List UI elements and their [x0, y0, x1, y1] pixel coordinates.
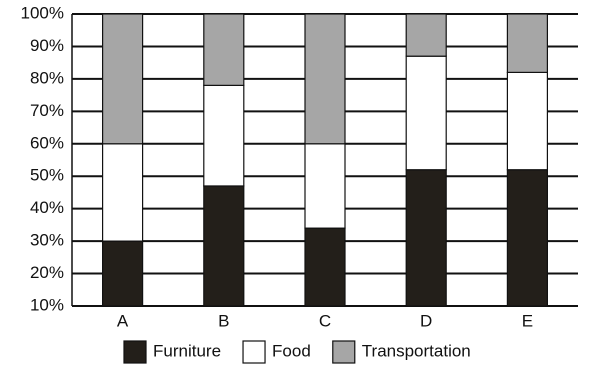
legend-swatch: [123, 340, 147, 364]
bar-segment: [304, 143, 346, 229]
y-tick-label: 100%: [21, 3, 64, 22]
bar-segment: [506, 169, 548, 307]
bar-segment: [101, 13, 144, 145]
legend-label: Transportation: [362, 341, 471, 360]
y-tick-label: 40%: [30, 198, 64, 217]
x-tick-label: B: [218, 311, 229, 330]
bar-segment: [203, 13, 245, 86]
x-tick-label: D: [420, 311, 432, 330]
bar-segment: [405, 13, 447, 57]
bar-segment: [101, 240, 144, 307]
legend-swatch: [332, 340, 356, 364]
bar-segment: [203, 84, 245, 187]
y-tick-label: 30%: [30, 231, 64, 250]
y-tick-label: 20%: [30, 263, 64, 282]
bar-segment: [506, 13, 548, 74]
x-tick-label: C: [319, 311, 331, 330]
y-tick-label: 90%: [30, 36, 64, 55]
y-tick-label: 80%: [30, 68, 64, 87]
y-tick-label: 50%: [30, 166, 64, 185]
y-tick-label: 60%: [30, 133, 64, 152]
x-tick-label: A: [117, 311, 129, 330]
bar-segment: [304, 227, 346, 307]
y-tick-label: 70%: [30, 101, 64, 120]
bar-segment: [506, 71, 548, 171]
bar-segment: [304, 13, 346, 145]
x-tick-label: E: [522, 311, 533, 330]
legend-label: Furniture: [153, 341, 221, 360]
legend-label: Food: [272, 341, 311, 360]
bar-segment: [405, 169, 447, 307]
y-tick-label: 10%: [30, 295, 64, 314]
bar-segment: [203, 185, 245, 307]
bar-segment: [405, 55, 447, 171]
bar-segment: [101, 143, 144, 242]
legend-swatch: [242, 340, 266, 364]
